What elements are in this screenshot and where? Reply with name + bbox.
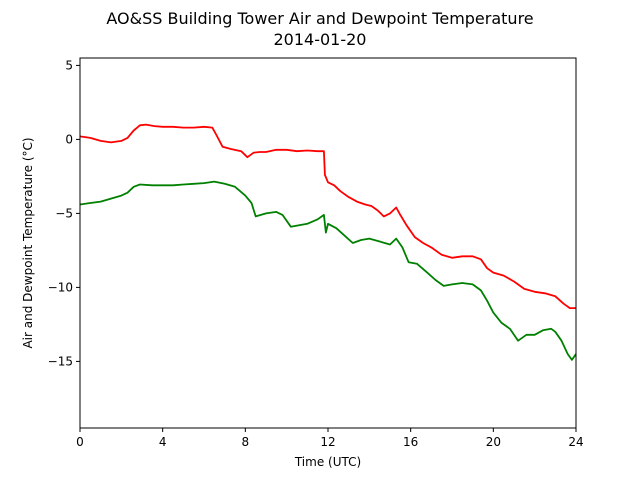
x-tick-label: 12 [320,435,335,449]
y-tick-label: −10 [48,280,73,294]
x-tick-label: 0 [76,435,84,449]
x-axis-label: Time (UTC) [294,455,361,469]
chart-subtitle: 2014-01-20 [274,30,367,49]
x-tick-label: 20 [486,435,501,449]
y-tick-label: −15 [48,354,73,368]
series-layer [79,123,577,361]
y-axis-ticks: 5 0 −5 −10 −15 [48,58,80,368]
y-tick-label: −5 [55,206,73,220]
y-axis-label: Air and Dewpoint Temperature (°C) [21,137,35,348]
plot-frame [79,57,577,429]
chart-title: AO&SS Building Tower Air and Dewpoint Te… [106,9,533,28]
x-tick-label: 16 [403,435,418,449]
y-tick-label: 0 [65,132,73,146]
x-axis-ticks: 0 4 8 12 16 20 24 [76,428,584,449]
series-line-1 [79,123,576,310]
x-tick-label: 8 [242,435,250,449]
x-tick-label: 24 [568,435,583,449]
x-tick-label: 4 [159,435,167,449]
series-line-2 [79,180,577,361]
y-tick-label: 5 [65,58,73,72]
